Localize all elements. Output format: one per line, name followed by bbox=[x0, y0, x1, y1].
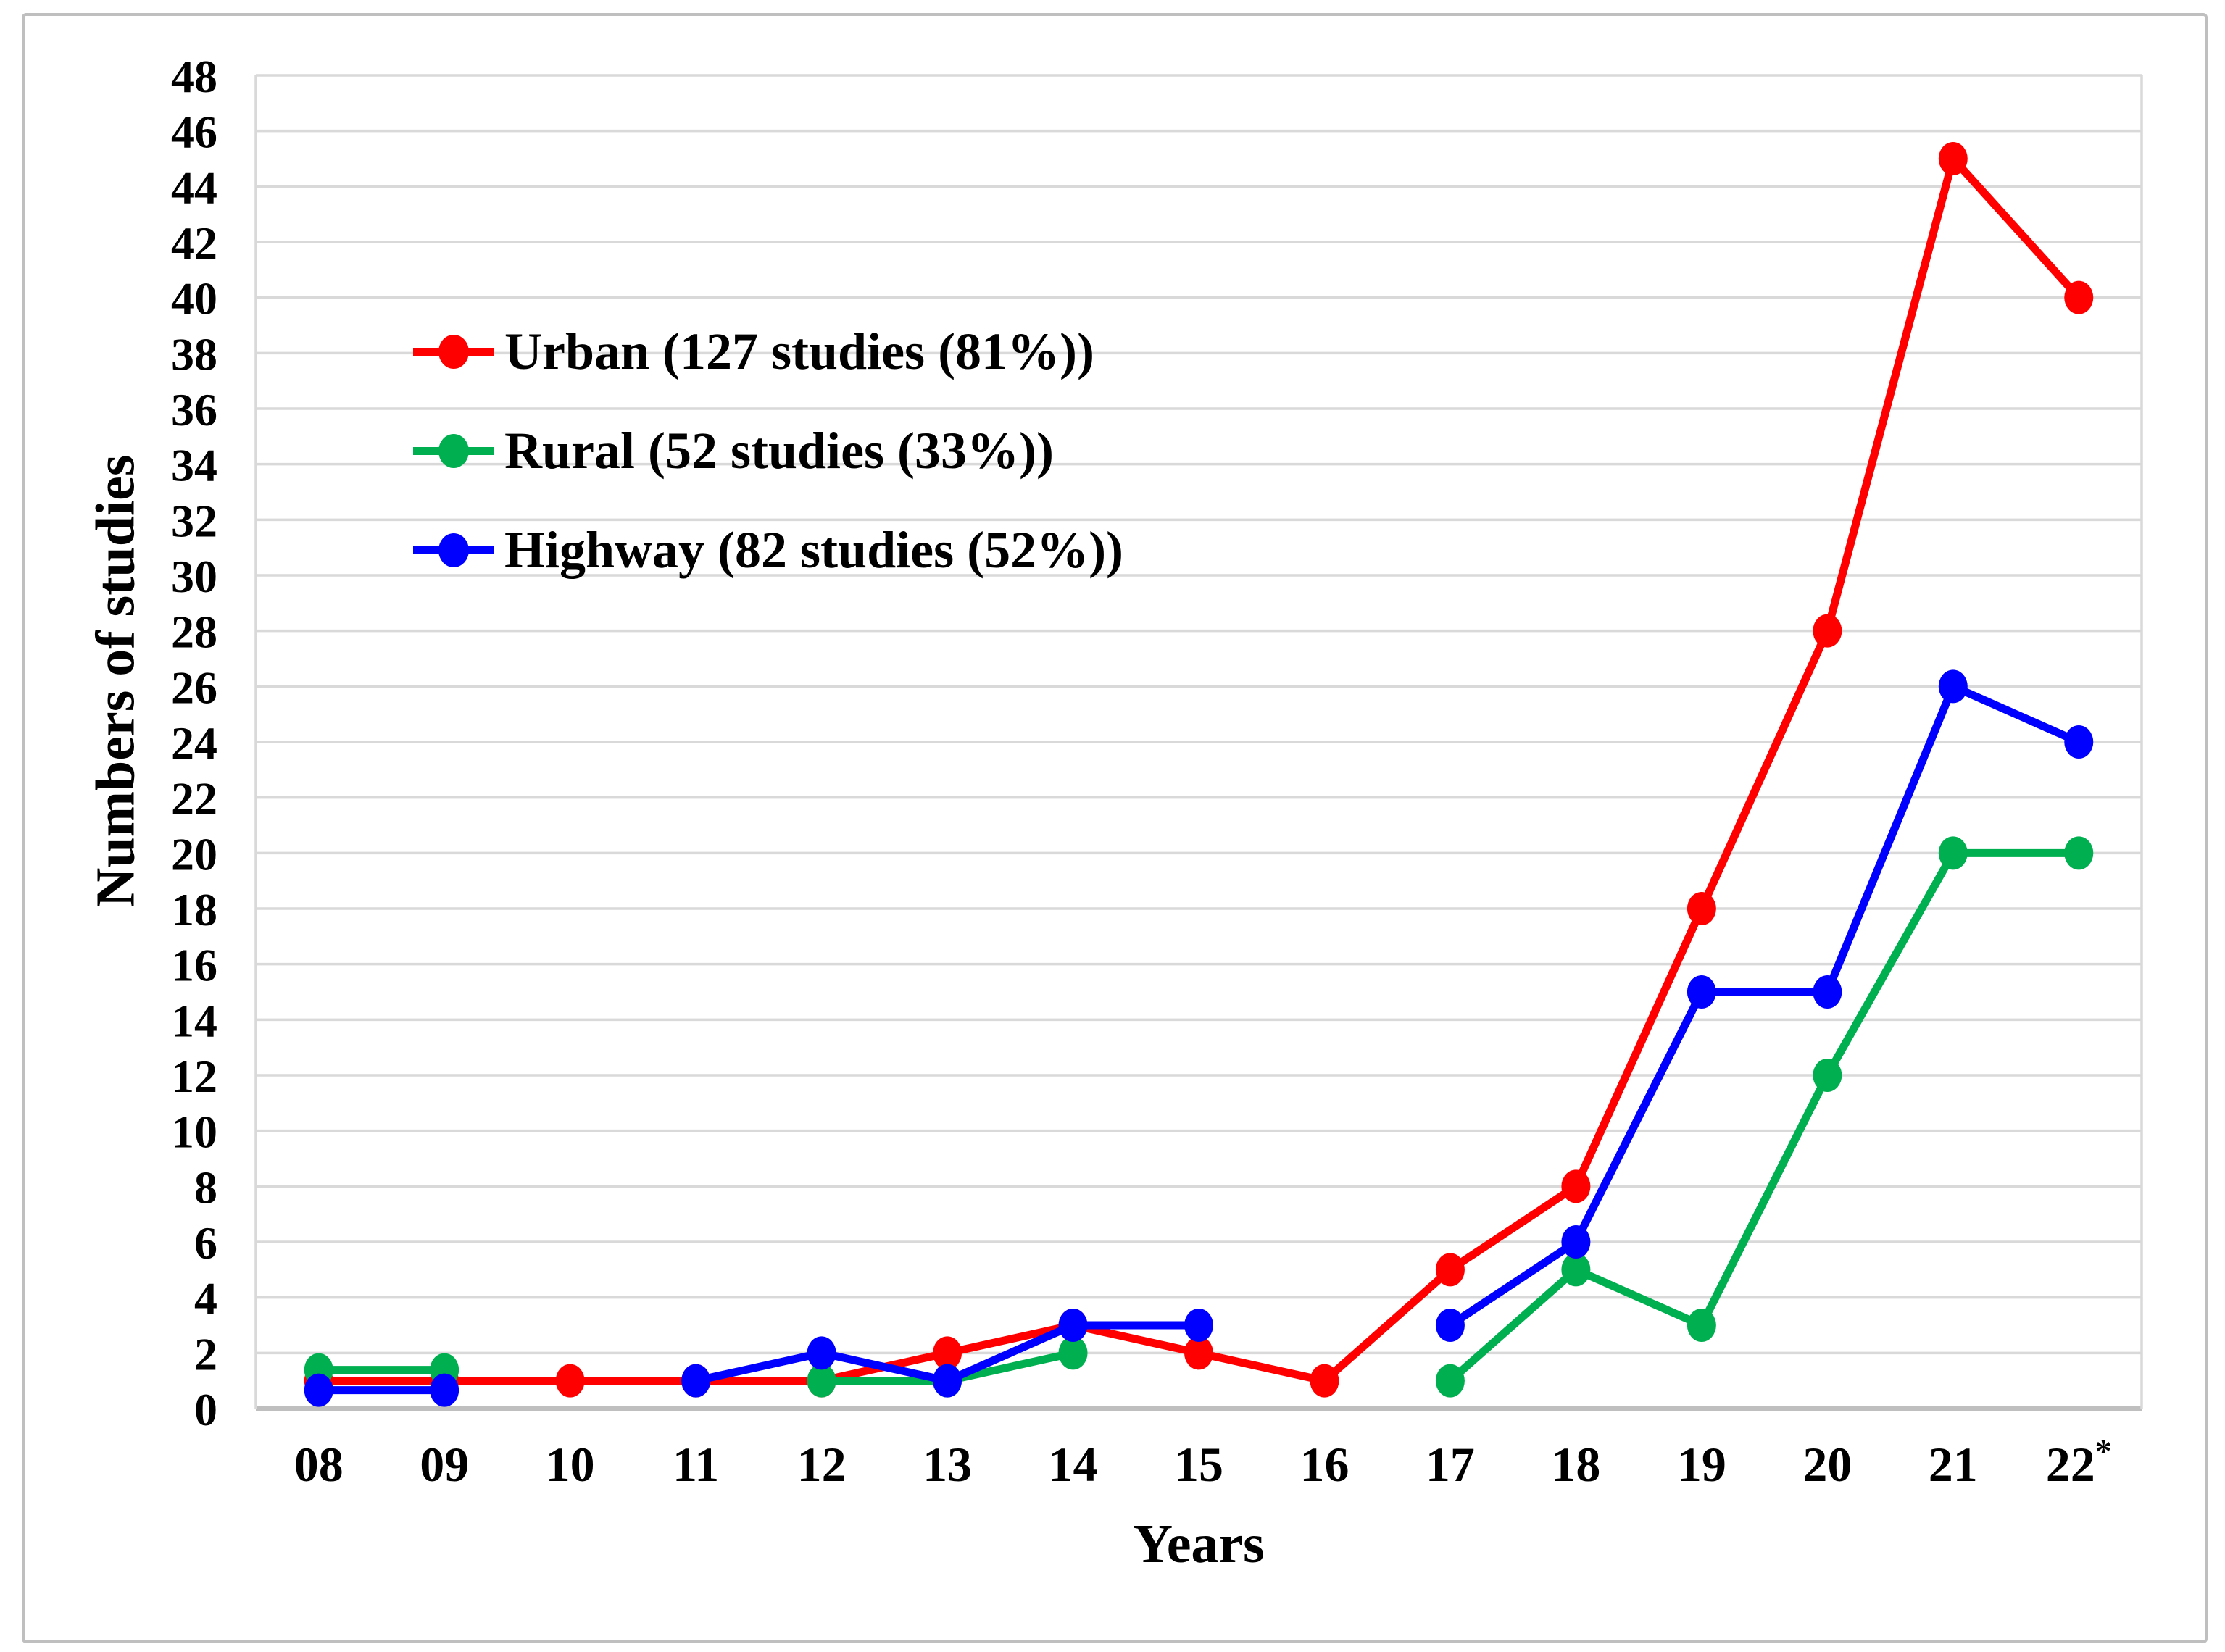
data-point-highway-14 bbox=[1058, 1309, 1088, 1342]
x-axis-title: Years bbox=[1133, 1514, 1265, 1574]
x-tick-label-08: 08 bbox=[294, 1437, 344, 1492]
x-tick-label-16: 16 bbox=[1299, 1437, 1349, 1492]
x-tick-label-19: 19 bbox=[1677, 1437, 1726, 1492]
data-point-urban-19 bbox=[1687, 892, 1716, 925]
series-line-highway-seg2 bbox=[1446, 682, 2083, 1330]
data-point-rural-17 bbox=[1435, 1364, 1465, 1398]
data-point-highway-09 bbox=[430, 1373, 459, 1407]
y-tick-label-22: 22 bbox=[171, 773, 217, 825]
y-tick-label-12: 12 bbox=[171, 1051, 217, 1102]
data-point-highway-18 bbox=[1561, 1225, 1591, 1259]
series-line-rural-seg2 bbox=[1446, 848, 2083, 1385]
data-point-highway-15 bbox=[1184, 1309, 1213, 1342]
data-point-highway-21 bbox=[1938, 669, 1968, 704]
x-tick-label-11: 11 bbox=[673, 1437, 719, 1492]
y-tick-label-8: 8 bbox=[194, 1161, 217, 1213]
data-point-highway-17 bbox=[1435, 1309, 1465, 1342]
y-tick-label-4: 4 bbox=[194, 1273, 217, 1324]
legend-swatch-rural bbox=[413, 433, 494, 469]
data-point-rural-21 bbox=[1938, 836, 1968, 870]
y-tick-label-38: 38 bbox=[171, 328, 217, 380]
data-point-rural-18 bbox=[1561, 1253, 1591, 1287]
data-point-urban-13 bbox=[933, 1336, 962, 1370]
data-point-highway-11 bbox=[681, 1364, 711, 1398]
data-point-rural-12 bbox=[807, 1364, 836, 1398]
y-tick-label-26: 26 bbox=[171, 662, 217, 713]
legend-swatch-highway bbox=[413, 532, 494, 568]
y-tick-label-30: 30 bbox=[171, 551, 217, 602]
y-tick-label-14: 14 bbox=[171, 995, 217, 1046]
y-tick-label-28: 28 bbox=[171, 606, 217, 658]
y-tick-label-46: 46 bbox=[171, 107, 217, 158]
data-point-urban-16 bbox=[1310, 1364, 1339, 1398]
y-tick-label-44: 44 bbox=[171, 162, 217, 213]
y-tick-label-36: 36 bbox=[171, 384, 217, 435]
legend-marker-icon bbox=[438, 433, 469, 468]
data-point-highway-12 bbox=[807, 1336, 836, 1370]
y-tick-label-42: 42 bbox=[171, 217, 217, 269]
x-tick-label-10: 10 bbox=[546, 1437, 595, 1492]
x-tick-label-09: 09 bbox=[420, 1437, 469, 1492]
y-tick-label-10: 10 bbox=[171, 1106, 217, 1158]
data-point-urban-22 bbox=[2064, 280, 2094, 314]
legend-label-urban: Urban (127 studies (81%)) bbox=[504, 322, 1095, 380]
x-tick-label-20: 20 bbox=[1802, 1437, 1852, 1492]
x-tick-label-14: 14 bbox=[1049, 1437, 1098, 1492]
legend-item-rural: Rural (52 studies (33%)) bbox=[413, 401, 1123, 500]
legend-swatch-urban bbox=[413, 333, 494, 370]
y-tick-label-18: 18 bbox=[171, 884, 217, 935]
legend-item-highway: Highway (82 studies (52%)) bbox=[413, 500, 1123, 599]
data-point-rural-14 bbox=[1058, 1336, 1088, 1370]
x-tick-label-18: 18 bbox=[1551, 1437, 1600, 1492]
data-point-highway-22 bbox=[2064, 725, 2094, 759]
data-point-urban-10 bbox=[555, 1364, 585, 1398]
y-tick-label-34: 34 bbox=[171, 440, 217, 491]
chart-legend: Urban (127 studies (81%)) Rural (52 stud… bbox=[413, 301, 1123, 599]
y-tick-label-20: 20 bbox=[171, 828, 217, 880]
data-point-highway-08 bbox=[304, 1373, 333, 1407]
data-point-urban-21 bbox=[1938, 142, 1968, 175]
legend-item-urban: Urban (127 studies (81%)) bbox=[413, 301, 1123, 401]
data-point-urban-15 bbox=[1184, 1336, 1213, 1370]
legend-label-highway: Highway (82 studies (52%)) bbox=[504, 520, 1124, 579]
data-point-highway-19 bbox=[1687, 975, 1716, 1009]
y-tick-label-32: 32 bbox=[171, 495, 217, 546]
data-point-rural-20 bbox=[1813, 1059, 1842, 1092]
y-tick-label-0: 0 bbox=[194, 1384, 217, 1435]
x-tick-label-17: 17 bbox=[1426, 1437, 1475, 1492]
y-tick-label-48: 48 bbox=[171, 51, 217, 102]
y-tick-label-6: 6 bbox=[194, 1217, 217, 1269]
y-tick-label-2: 2 bbox=[194, 1328, 217, 1380]
legend-label-rural: Rural (52 studies (33%)) bbox=[504, 421, 1054, 480]
data-point-rural-22 bbox=[2064, 836, 2094, 870]
data-point-highway-13 bbox=[933, 1364, 962, 1398]
data-point-urban-18 bbox=[1561, 1169, 1591, 1203]
data-point-urban-20 bbox=[1813, 614, 1842, 648]
y-tick-label-40: 40 bbox=[171, 273, 217, 325]
x-tick-label-12: 12 bbox=[797, 1437, 847, 1492]
x-tick-label-15: 15 bbox=[1174, 1437, 1223, 1492]
data-point-highway-20 bbox=[1813, 975, 1842, 1009]
y-tick-label-16: 16 bbox=[171, 940, 217, 991]
y-tick-label-24: 24 bbox=[171, 717, 217, 769]
x-tick-label-13: 13 bbox=[923, 1437, 972, 1492]
x-tick-label-22-star: 22* bbox=[2046, 1432, 2112, 1492]
y-axis-title: Numbers of studies bbox=[85, 454, 146, 908]
data-point-rural-19 bbox=[1687, 1309, 1716, 1342]
x-tick-label-21: 21 bbox=[1929, 1437, 1978, 1492]
legend-marker-icon bbox=[438, 533, 469, 567]
data-point-urban-17 bbox=[1435, 1253, 1465, 1287]
legend-marker-icon bbox=[438, 334, 469, 369]
